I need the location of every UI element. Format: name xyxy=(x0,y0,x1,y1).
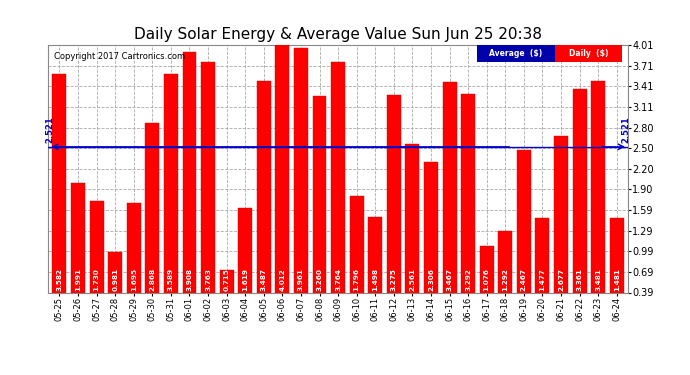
Text: Average  ($): Average ($) xyxy=(489,49,542,58)
Bar xyxy=(555,45,622,62)
Text: 3.763: 3.763 xyxy=(205,268,211,291)
Text: 3.275: 3.275 xyxy=(391,268,397,291)
Bar xyxy=(90,201,104,319)
Bar xyxy=(331,62,345,319)
Bar xyxy=(480,246,493,319)
Bar xyxy=(164,74,178,319)
Text: 0.981: 0.981 xyxy=(112,268,118,291)
Text: 3.481: 3.481 xyxy=(595,268,601,291)
Bar xyxy=(610,218,624,319)
Bar xyxy=(535,218,549,319)
Bar xyxy=(127,203,141,319)
Bar xyxy=(442,82,457,319)
Text: 3.589: 3.589 xyxy=(168,268,174,291)
Text: 1.991: 1.991 xyxy=(75,268,81,291)
Text: 3.361: 3.361 xyxy=(577,268,582,291)
Bar xyxy=(219,270,234,319)
Bar xyxy=(183,52,197,319)
Bar xyxy=(477,45,555,62)
Bar xyxy=(368,217,382,319)
Bar xyxy=(406,144,420,319)
Bar xyxy=(257,81,270,319)
Text: 3.292: 3.292 xyxy=(465,268,471,291)
Text: 2.561: 2.561 xyxy=(409,268,415,291)
Bar xyxy=(387,95,401,319)
Bar xyxy=(498,231,512,319)
Title: Daily Solar Energy & Average Value Sun Jun 25 20:38: Daily Solar Energy & Average Value Sun J… xyxy=(134,27,542,42)
Bar xyxy=(424,162,438,319)
Text: 4.012: 4.012 xyxy=(279,268,286,291)
Text: 1.498: 1.498 xyxy=(372,268,378,291)
Text: 2.868: 2.868 xyxy=(149,268,155,291)
Text: 3.582: 3.582 xyxy=(57,268,63,291)
Text: 2.521: 2.521 xyxy=(622,117,631,143)
Text: 1.292: 1.292 xyxy=(502,268,509,291)
Bar xyxy=(573,89,586,319)
Text: 1.477: 1.477 xyxy=(540,268,546,291)
Text: 2.467: 2.467 xyxy=(521,268,527,291)
Text: 2.306: 2.306 xyxy=(428,268,434,291)
Text: 1.076: 1.076 xyxy=(484,268,490,291)
Text: 3.764: 3.764 xyxy=(335,268,341,291)
Text: 1.796: 1.796 xyxy=(354,268,359,291)
Bar xyxy=(313,96,326,319)
Text: 3.260: 3.260 xyxy=(317,268,322,291)
Bar xyxy=(52,74,66,319)
Text: 3.467: 3.467 xyxy=(446,268,453,291)
Bar xyxy=(238,209,252,319)
Bar xyxy=(146,123,159,319)
Bar xyxy=(517,150,531,319)
Bar xyxy=(294,48,308,319)
Bar xyxy=(461,94,475,319)
Bar xyxy=(350,196,364,319)
Text: Copyright 2017 Cartronics.com: Copyright 2017 Cartronics.com xyxy=(54,53,185,62)
Bar xyxy=(275,45,289,319)
Text: 3.908: 3.908 xyxy=(186,268,193,291)
Text: 3.961: 3.961 xyxy=(298,268,304,291)
Text: 1.695: 1.695 xyxy=(130,268,137,291)
Text: 1.730: 1.730 xyxy=(94,268,99,291)
Text: 2.677: 2.677 xyxy=(558,268,564,291)
Bar xyxy=(201,62,215,319)
Text: 0.715: 0.715 xyxy=(224,268,230,291)
Bar xyxy=(108,252,122,319)
Bar xyxy=(71,183,85,319)
Text: Daily  ($): Daily ($) xyxy=(569,49,609,58)
Text: 3.487: 3.487 xyxy=(261,268,267,291)
Text: 1.481: 1.481 xyxy=(613,268,620,291)
Text: 1.619: 1.619 xyxy=(242,268,248,291)
Bar xyxy=(591,81,605,319)
Text: 2.521: 2.521 xyxy=(46,117,55,143)
Bar xyxy=(554,136,568,319)
